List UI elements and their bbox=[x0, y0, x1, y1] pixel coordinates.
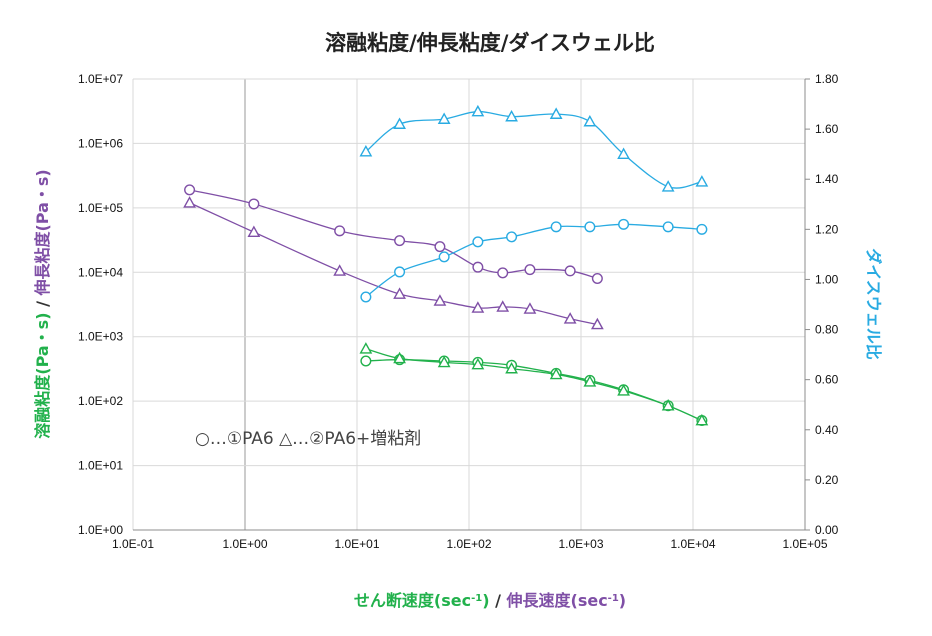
data-point-circle bbox=[360, 355, 372, 367]
data-point-circle bbox=[394, 235, 406, 247]
data-point-triangle bbox=[333, 264, 347, 276]
series-line bbox=[365, 110, 703, 189]
data-point-triangle bbox=[393, 117, 406, 129]
series-line bbox=[365, 348, 703, 422]
series-5 bbox=[360, 218, 708, 303]
left-y-tick-label: 1.0E+00 bbox=[78, 523, 123, 537]
data-point-triangle bbox=[471, 357, 485, 370]
x-tick-label: 1.0E+05 bbox=[782, 537, 827, 551]
left-y-tick-label: 1.0E+02 bbox=[78, 394, 123, 408]
left-y-tick-label: 1.0E+03 bbox=[78, 330, 123, 344]
series-line bbox=[189, 189, 598, 280]
data-point-circle bbox=[472, 236, 484, 248]
right-y-tick-labels: 0.00 0.20 0.40 0.60 0.80 1.00 1.20 1.40 1.60 1.80 bbox=[815, 72, 839, 537]
data-point-triangle bbox=[549, 107, 563, 119]
series-line bbox=[365, 223, 702, 298]
data-point-circle bbox=[184, 184, 196, 196]
data-point-circle bbox=[434, 241, 446, 253]
data-point-circle bbox=[662, 221, 674, 233]
data-point-triangle bbox=[661, 180, 675, 192]
data-point-triangle bbox=[617, 147, 630, 160]
data-point-triangle bbox=[583, 114, 597, 127]
series-3 bbox=[184, 184, 603, 285]
data-point-circle bbox=[438, 251, 450, 263]
right-y-tick-label: 0.00 bbox=[815, 523, 839, 537]
right-y-tick-label: 0.80 bbox=[815, 323, 839, 337]
data-point-circle bbox=[524, 264, 536, 276]
series-6 bbox=[359, 104, 709, 192]
x-axis-title: せん断速度(sec-1) / 伸長速度(sec-1) bbox=[354, 591, 626, 610]
data-point-triangle bbox=[695, 175, 709, 187]
data-point-triangle bbox=[496, 300, 510, 312]
data-point-circle bbox=[584, 221, 596, 233]
left-y-tick-labels: 1.0E+00 1.0E+01 1.0E+02 1.0E+03 1.0E+04 1.0E+… bbox=[78, 72, 123, 537]
right-y-tick-label: 1.60 bbox=[815, 122, 839, 136]
series-line bbox=[189, 202, 598, 326]
data-point-triangle bbox=[437, 355, 451, 368]
series-layer bbox=[183, 104, 709, 427]
left-y-tick-label: 1.0E+05 bbox=[78, 201, 123, 215]
data-point-triangle bbox=[590, 317, 604, 330]
data-point-triangle bbox=[247, 225, 261, 237]
data-point-triangle bbox=[359, 342, 373, 354]
x-tick-label: 1.0E+03 bbox=[558, 537, 603, 551]
x-tick-label: 1.0E+04 bbox=[670, 537, 715, 551]
data-point-circle bbox=[334, 225, 346, 237]
data-point-circle bbox=[591, 273, 603, 285]
data-point-circle bbox=[248, 198, 260, 210]
data-point-triangle bbox=[505, 109, 518, 122]
data-point-circle bbox=[550, 221, 562, 233]
left-y-tick-label: 1.0E+04 bbox=[78, 265, 123, 279]
data-point-triangle bbox=[505, 361, 518, 374]
x-tick-labels: 1.0E-01 1.0E+00 1.0E+01 1.0E+02 1.0E+03 1.0E+… bbox=[112, 537, 828, 551]
right-y-axis-title: ダイスウェル比 bbox=[864, 248, 883, 360]
right-y-tick-label: 1.20 bbox=[815, 222, 839, 236]
data-point-circle bbox=[472, 261, 484, 273]
data-point-triangle bbox=[471, 301, 485, 313]
data-point-triangle bbox=[563, 312, 577, 324]
data-point-circle bbox=[564, 265, 576, 277]
left-y-axis-title: 溶融粘度(Pa・s) / 伸長粘度(Pa・s) bbox=[33, 169, 52, 438]
right-y-tick-label: 1.80 bbox=[815, 72, 839, 86]
data-point-triangle bbox=[523, 302, 537, 314]
x-tick-label: 1.0E+02 bbox=[446, 537, 491, 551]
data-point-triangle bbox=[393, 351, 406, 364]
left-y-tick-label: 1.0E+07 bbox=[78, 72, 123, 86]
data-point-circle bbox=[618, 218, 630, 230]
data-point-triangle bbox=[617, 384, 630, 396]
data-point-triangle bbox=[437, 112, 451, 124]
data-point-triangle bbox=[695, 413, 709, 426]
data-point-triangle bbox=[393, 287, 406, 299]
data-point-circle bbox=[696, 223, 708, 235]
grid bbox=[132, 78, 810, 531]
series-2 bbox=[359, 342, 709, 426]
data-point-triangle bbox=[583, 375, 597, 387]
right-y-tick-label: 0.20 bbox=[815, 473, 839, 487]
right-y-tick-label: 0.40 bbox=[815, 423, 839, 437]
data-point-triangle bbox=[183, 196, 196, 208]
right-y-tick-label: 1.00 bbox=[815, 272, 839, 286]
legend-text: ○…①PA6 △…②PA6+増粘剤 bbox=[195, 429, 421, 449]
data-point-circle bbox=[497, 267, 509, 279]
left-y-tick-label: 1.0E+06 bbox=[78, 136, 123, 150]
data-point-triangle bbox=[359, 145, 373, 157]
data-point-triangle bbox=[433, 294, 447, 306]
chart-title: 溶融粘度/伸長粘度/ダイスウェル比 bbox=[325, 31, 655, 55]
data-point-triangle bbox=[549, 367, 563, 380]
data-point-triangle bbox=[471, 104, 485, 117]
left-y-tick-label: 1.0E+01 bbox=[78, 459, 123, 473]
x-tick-label: 1.0E+01 bbox=[334, 537, 379, 551]
data-point-circle bbox=[360, 291, 372, 303]
data-point-triangle bbox=[661, 399, 675, 411]
right-y-tick-label: 1.40 bbox=[815, 172, 839, 186]
x-tick-label: 1.0E-01 bbox=[112, 537, 154, 551]
data-point-circle bbox=[394, 266, 406, 278]
series-4 bbox=[183, 196, 604, 330]
right-y-tick-label: 0.60 bbox=[815, 373, 839, 387]
x-tick-label: 1.0E+00 bbox=[222, 537, 267, 551]
data-point-circle bbox=[506, 231, 518, 243]
